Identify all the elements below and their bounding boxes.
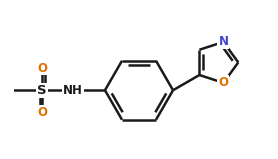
Text: S: S	[38, 84, 47, 97]
Text: O: O	[37, 106, 47, 119]
Text: O: O	[219, 76, 229, 89]
Text: N: N	[219, 35, 229, 48]
Text: O: O	[37, 62, 47, 75]
Text: NH: NH	[63, 84, 83, 97]
